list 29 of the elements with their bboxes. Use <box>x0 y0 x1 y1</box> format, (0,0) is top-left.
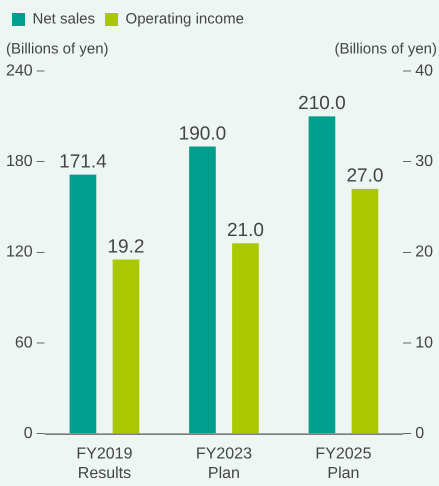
bar <box>112 260 140 434</box>
y2-tick-label: 20 <box>415 244 434 261</box>
data-label: 210.0 <box>298 93 346 114</box>
bar <box>232 243 259 434</box>
y-tick-label: 60 <box>14 334 33 352</box>
y2-tick-label: 30 <box>415 153 434 170</box>
y2-tick-label: 0 <box>415 425 424 442</box>
bar <box>308 116 336 434</box>
y-tick-label: 180 <box>6 153 33 170</box>
data-label: 19.2 <box>107 236 144 258</box>
data-label: 190.0 <box>178 123 226 144</box>
y-axis-title: (Billions of yen) <box>6 40 109 58</box>
y-tick-label: 240 <box>6 62 33 80</box>
bar <box>189 146 216 434</box>
data-label: 171.4 <box>59 151 108 172</box>
bar <box>70 174 96 434</box>
y2-tick-label: 40 <box>415 62 434 80</box>
y-tick-label: 0 <box>24 425 33 442</box>
data-label: 21.0 <box>226 220 264 241</box>
x-tick-label: FY2023 Plan <box>196 446 252 482</box>
legend-label: Operating income <box>126 10 244 28</box>
x-tick-label: FY2025 Plan <box>315 446 372 482</box>
bar <box>352 188 378 434</box>
y-tick-label: 120 <box>6 244 33 261</box>
y2-tick-label: 10 <box>415 334 434 352</box>
y2-axis-title: (Billions of yen) <box>334 40 437 58</box>
legend-label: Net sales <box>32 10 96 28</box>
data-label: 27.0 <box>346 166 384 187</box>
x-tick-label: FY2019 Results <box>76 446 133 482</box>
